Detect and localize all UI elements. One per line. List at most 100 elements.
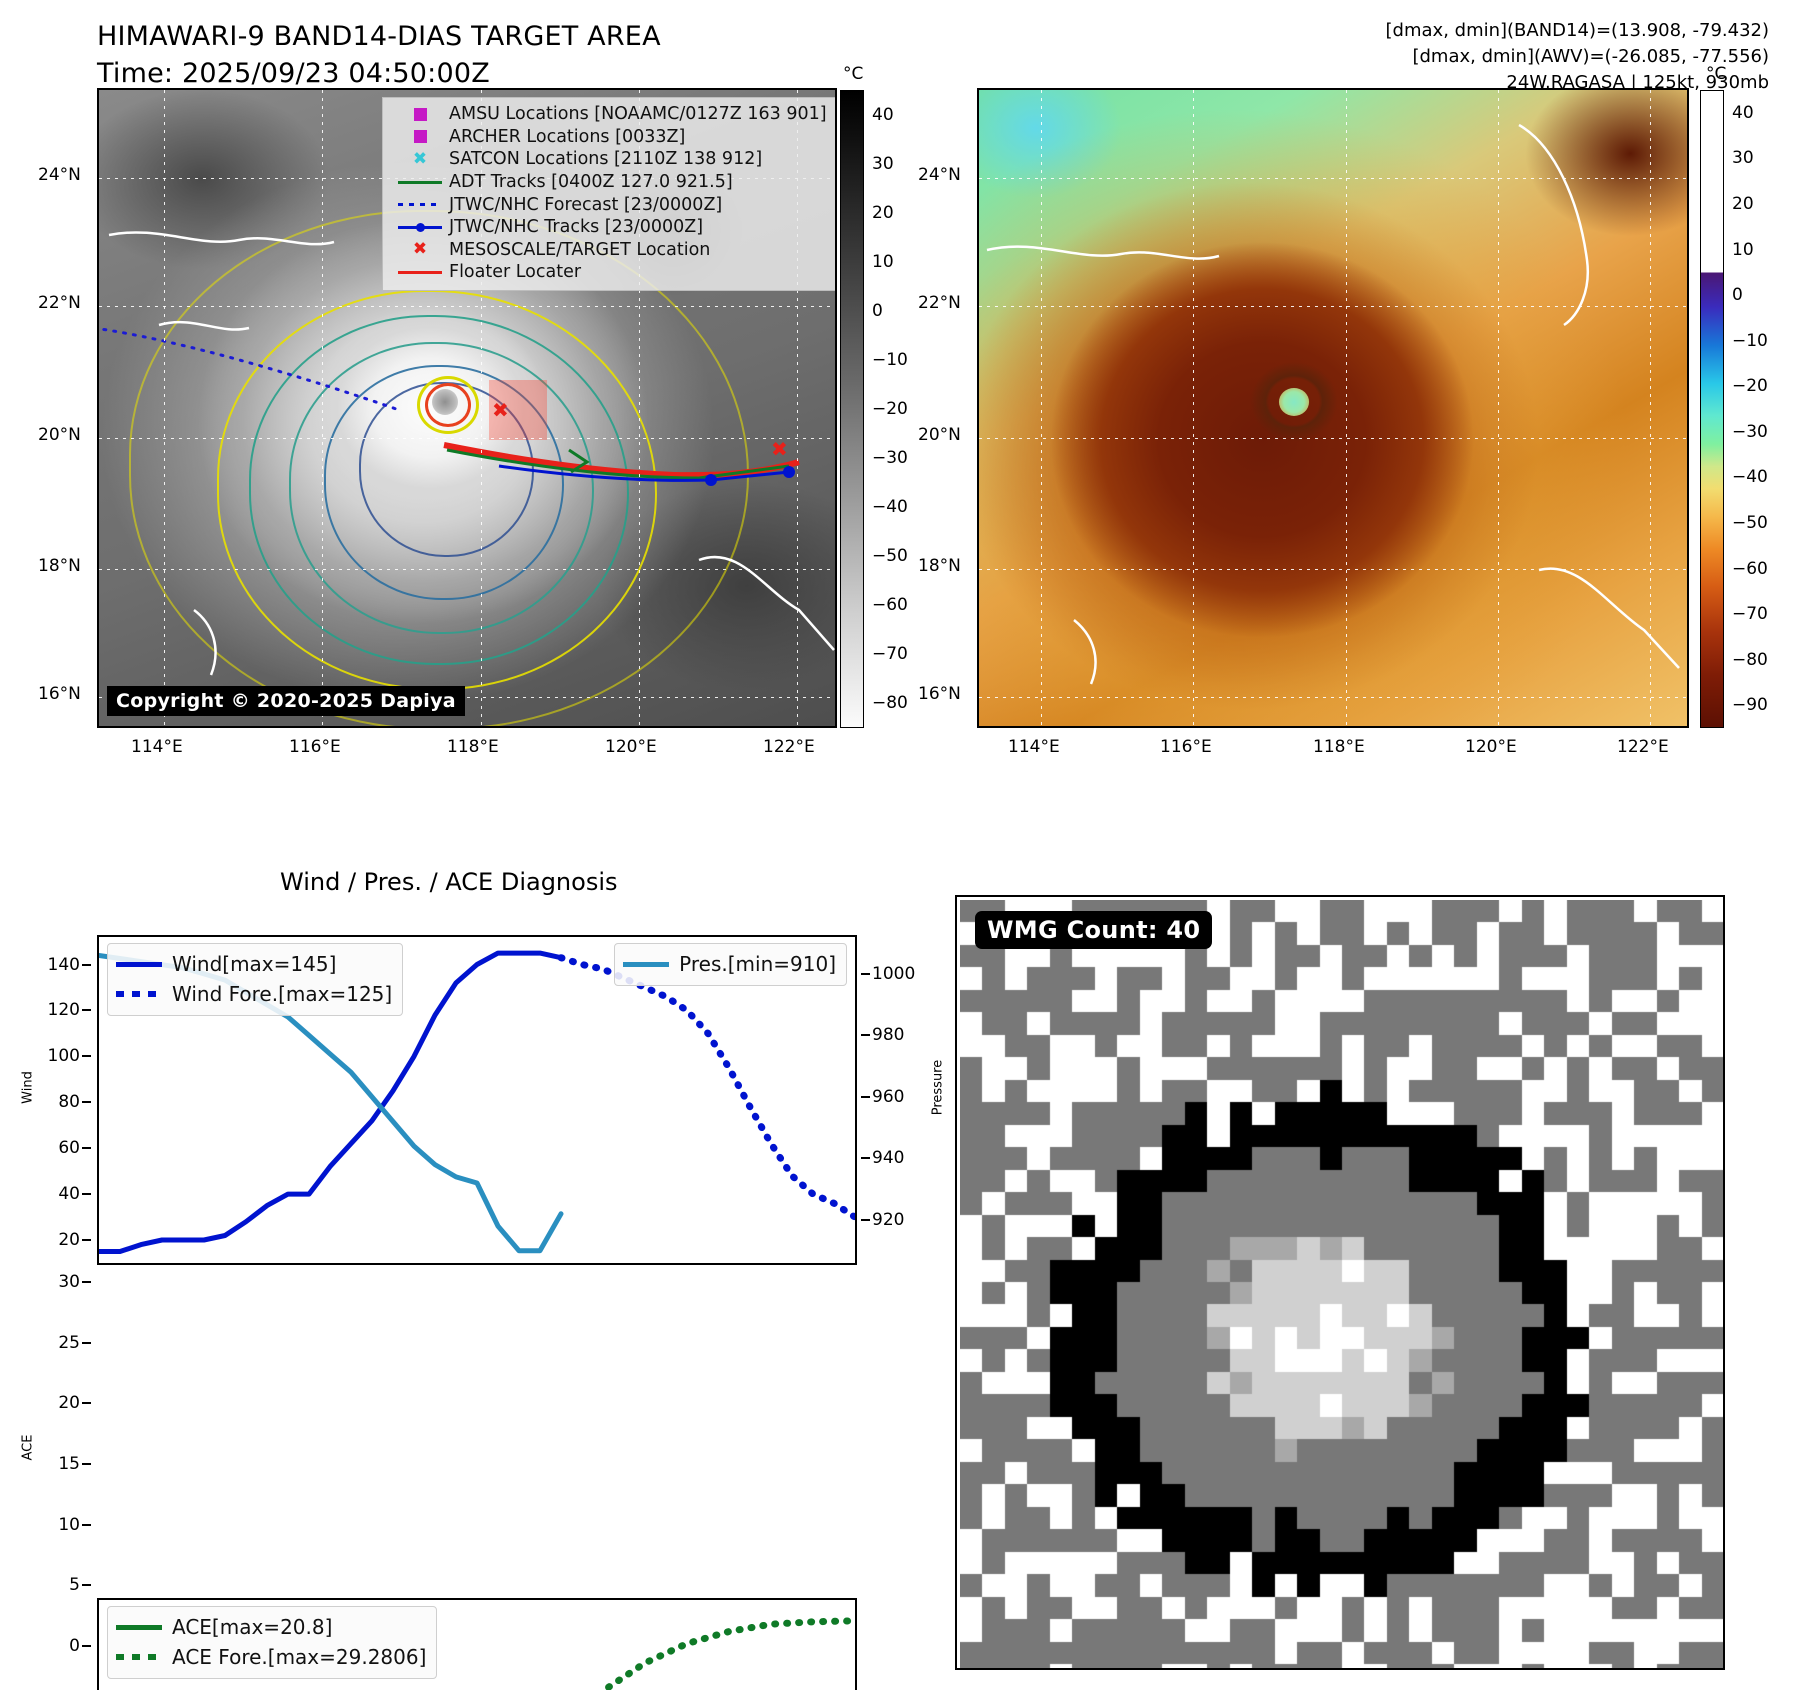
lon-gridline xyxy=(164,90,165,726)
legend-item[interactable]: ✖ MESOSCALE/TARGET Location xyxy=(391,239,827,262)
legend-item[interactable]: Floater Locater xyxy=(391,261,827,284)
axis-tickmark xyxy=(82,1341,91,1344)
ir-colorbar-tick: 10 xyxy=(872,251,894,272)
awv-colorbar-tick: −50 xyxy=(1732,512,1768,533)
x-marker-icon: ✖ xyxy=(412,239,428,260)
solid-line-icon xyxy=(391,270,449,274)
page-timestamp: Time: 2025/09/23 04:50:00Z xyxy=(97,58,490,89)
ir-colorbar-tick: −20 xyxy=(872,399,908,419)
axis-tickmark xyxy=(82,1101,91,1104)
stats-band14: [dmax, dmin](BAND14)=(13.908, -79.432) xyxy=(1385,20,1769,41)
wind-tick: 60 xyxy=(58,1138,80,1159)
awv-lon-tick: 114°E xyxy=(1008,737,1060,757)
awv-colorbar-tick: 10 xyxy=(1732,239,1754,260)
adt-arrow xyxy=(568,448,590,474)
square-marker-icon xyxy=(391,107,449,121)
wind-tick: 20 xyxy=(58,1230,80,1251)
awv-lon-tick: 122°E xyxy=(1617,737,1669,757)
ace-legend: ACE[max=20.8] ACE Fore.[max=29.2806] xyxy=(107,1606,438,1679)
awv-storm-eye xyxy=(1279,387,1310,416)
series-forecast xyxy=(557,954,855,1221)
lat-gridline xyxy=(99,569,835,570)
legend-item[interactable]: AMSU Locations [NOAAMC/0127Z 163 901] xyxy=(391,103,827,126)
lat-gridline xyxy=(979,569,1687,570)
legend-item[interactable]: Wind Fore.[max=125] xyxy=(116,979,392,1009)
awv-lat-tick: 18°N xyxy=(918,556,961,576)
x-marker-icon: ✖ xyxy=(412,148,428,169)
legend-label: Floater Locater xyxy=(449,262,582,283)
ir-satellite-map[interactable]: ✖ ✖ Copyright © 2020-2025 Dapiya AMSU Lo… xyxy=(97,88,837,728)
wind-pressure-chart[interactable]: Wind[max=145] Wind Fore.[max=125] Pres.[… xyxy=(97,935,857,1265)
awv-satellite-map[interactable] xyxy=(977,88,1689,728)
jtwc-forecast-track xyxy=(99,327,401,412)
awv-colorbar-tick: −10 xyxy=(1732,330,1768,351)
legend-label: ADT Tracks [0400Z 127.0 921.5] xyxy=(449,172,733,193)
ace-plot-area xyxy=(598,1617,855,1690)
axis-tickmark xyxy=(82,1462,91,1465)
axis-tickmark xyxy=(861,972,870,975)
track-overlay: ✖ ✖ xyxy=(99,327,800,486)
line-with-dot-icon xyxy=(391,222,449,232)
ir-colorbar-tick: 40 xyxy=(872,104,894,125)
axis-tickmark xyxy=(82,1055,91,1058)
ir-colorbar xyxy=(840,90,864,728)
storm-eye xyxy=(431,388,458,415)
axis-tickmark xyxy=(861,1157,870,1160)
lon-gridline xyxy=(1498,90,1499,726)
ace-chart[interactable]: ACE[max=20.8] ACE Fore.[max=29.2806] xyxy=(97,1598,857,1690)
wind-tick: 40 xyxy=(58,1184,80,1205)
ir-colorbar-tick: 30 xyxy=(872,153,894,174)
legend-item[interactable]: ✖ SATCON Locations [2110Z 138 912] xyxy=(391,148,827,171)
ir-colorbar-tick: 0 xyxy=(872,300,883,321)
awv-lat-tick: 22°N xyxy=(918,293,961,313)
legend-label: ACE[max=20.8] xyxy=(172,1615,333,1639)
lon-gridline xyxy=(639,90,640,726)
lat-gridline xyxy=(979,178,1687,179)
eye-contour-yellow xyxy=(416,375,479,434)
wmg-grid-image xyxy=(960,900,1723,1668)
legend-item[interactable]: ACE[max=20.8] xyxy=(116,1612,426,1642)
legend-item[interactable]: JTWC/NHC Forecast [23/0000Z] xyxy=(391,193,827,216)
lon-gridline xyxy=(481,90,482,726)
awv-lat-tick: 16°N xyxy=(918,684,961,704)
dotted-line-icon xyxy=(116,1654,172,1660)
axis-tickmark xyxy=(82,1584,91,1587)
ir-lon-tick: 120°E xyxy=(605,737,657,757)
wind-legend: Wind[max=145] Wind Fore.[max=125] xyxy=(107,943,404,1016)
lon-gridline xyxy=(322,90,323,726)
awv-colorbar-tick: 20 xyxy=(1732,193,1754,214)
jtwc-track-point xyxy=(705,474,717,486)
awv-lon-tick: 120°E xyxy=(1465,737,1517,757)
legend-item[interactable]: ACE Fore.[max=29.2806] xyxy=(116,1642,426,1672)
ir-colorbar-unit: °C xyxy=(843,64,864,84)
ir-colorbar-tick: −10 xyxy=(872,349,908,370)
wmg-panel[interactable]: WMG Count: 40 xyxy=(955,895,1725,1670)
legend-label: Pres.[min=910] xyxy=(679,952,836,976)
awv-colorbar-tick: −40 xyxy=(1732,467,1768,488)
legend-item[interactable]: ARCHER Locations [0033Z] xyxy=(391,126,827,149)
legend-item[interactable]: JTWC/NHC Tracks [23/0000Z] xyxy=(391,216,827,239)
lat-gridline xyxy=(99,697,835,698)
legend-item[interactable]: ADT Tracks [0400Z 127.0 921.5] xyxy=(391,171,827,194)
lat-gridline xyxy=(979,438,1687,439)
axis-tickmark xyxy=(82,1281,91,1284)
ace-tick: 20 xyxy=(58,1393,80,1414)
ir-lat-tick: 16°N xyxy=(38,684,81,704)
ir-lat-tick: 20°N xyxy=(38,425,81,445)
awv-colorbar-tick: 0 xyxy=(1732,285,1743,306)
ir-colorbar-tick: 20 xyxy=(872,202,894,223)
ir-lon-tick: 122°E xyxy=(763,737,815,757)
awv-coastline-overlay xyxy=(986,123,1680,685)
awv-colorbar-tick: −90 xyxy=(1732,695,1768,716)
lon-gridline xyxy=(1650,90,1651,726)
jtwc-track-point xyxy=(783,466,795,478)
legend-item[interactable]: Pres.[min=910] xyxy=(623,949,836,979)
square-marker-icon xyxy=(391,130,449,144)
ir-colorbar-tick: −30 xyxy=(872,448,908,469)
wind-tick: 140 xyxy=(47,954,80,975)
awv-lon-tick: 118°E xyxy=(1313,737,1365,757)
lat-gridline xyxy=(99,306,835,307)
pressure-tick: 940 xyxy=(872,1148,905,1169)
legend-label: JTWC/NHC Forecast [23/0000Z] xyxy=(449,194,723,215)
legend-item[interactable]: Wind[max=145] xyxy=(116,949,392,979)
